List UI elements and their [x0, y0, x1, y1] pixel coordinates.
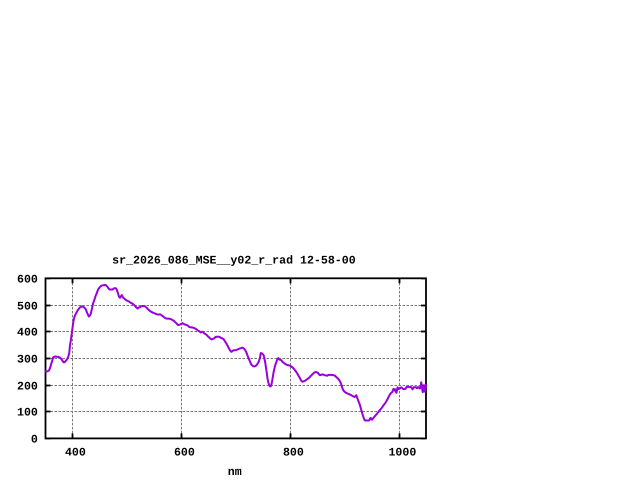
svg-text:300: 300 — [17, 354, 38, 367]
svg-text:600: 600 — [17, 273, 38, 286]
svg-text:1000: 1000 — [388, 447, 416, 460]
svg-text:800: 800 — [283, 447, 304, 460]
svg-text:400: 400 — [17, 327, 38, 340]
svg-text:100: 100 — [17, 407, 38, 420]
svg-text:400: 400 — [65, 447, 86, 460]
svg-text:nm: nm — [228, 466, 242, 479]
svg-text:0: 0 — [31, 433, 38, 446]
svg-text:200: 200 — [17, 381, 38, 394]
svg-text:500: 500 — [17, 301, 38, 314]
svg-text:sr_2026_086_MSE__y02_r_rad 12-: sr_2026_086_MSE__y02_r_rad 12-58-00 — [112, 255, 356, 268]
svg-text:600: 600 — [174, 447, 195, 460]
